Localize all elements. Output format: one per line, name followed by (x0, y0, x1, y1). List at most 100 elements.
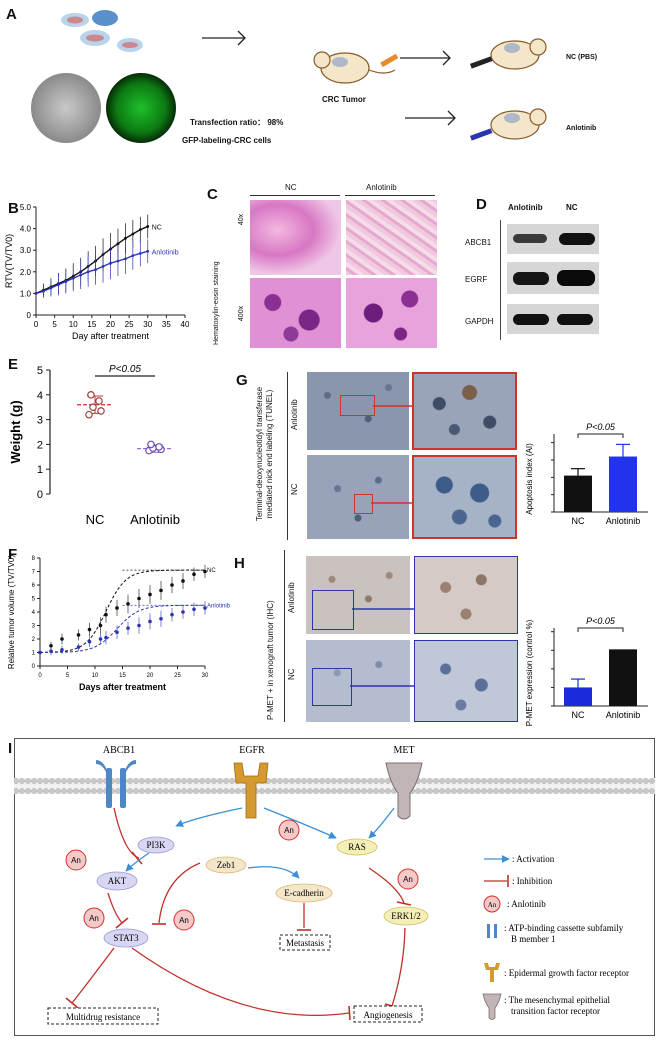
data-point (87, 639, 92, 644)
outcome-angiogenesis: Angiogenesis (353, 1005, 423, 1023)
membrane-lipid (523, 788, 529, 794)
membrane-lipid (187, 778, 193, 784)
membrane-lipid (421, 788, 427, 794)
data-point (192, 572, 196, 576)
pathway-frame (14, 738, 655, 1036)
membrane-lipid (415, 788, 421, 794)
membrane-lipid (505, 778, 511, 784)
membrane-lipid (175, 788, 181, 794)
he-image-anlotinib-400x (346, 278, 437, 348)
data-point (203, 606, 207, 610)
anlotinib-icon (397, 868, 419, 890)
membrane-lipid (79, 788, 85, 794)
y-tick-label: 3 (37, 415, 43, 427)
membrane-lipid (643, 778, 649, 784)
membrane-lipid (175, 778, 181, 784)
wb-row-abcb1: ABCB1 (465, 238, 492, 247)
data-point (98, 637, 103, 641)
data-point (126, 602, 130, 606)
membrane-lipid (157, 778, 163, 784)
bar-nc (564, 475, 592, 512)
svg-text:An: An (488, 901, 497, 909)
x-tick-label: 5 (66, 673, 70, 679)
chart-h: P-MET expression (control %) NC Anlotinib P… (525, 616, 648, 726)
y-tick-label: 6 (32, 583, 36, 589)
data-point (60, 648, 64, 652)
nc-pbs-label: NC (PBS) (566, 54, 598, 61)
data-point (124, 257, 127, 261)
svg-text:STAT3: STAT3 (113, 933, 139, 943)
data-point (97, 407, 105, 415)
data-point (137, 623, 141, 628)
membrane-lipid (349, 778, 355, 784)
data-point (104, 635, 108, 640)
data-point (60, 637, 64, 641)
panel-label-g: G (236, 372, 248, 389)
node-stat3: STAT3 (103, 928, 149, 948)
legend-met: : The mesenchymal epithelial transition f… (504, 995, 611, 1016)
membrane-lipid (43, 778, 49, 784)
membrane-lipid (613, 778, 619, 784)
membrane-lipid (511, 788, 517, 794)
data-point (159, 588, 163, 593)
membrane-lipid (55, 788, 61, 794)
membrane-lipid (115, 788, 121, 794)
membrane-lipid (607, 788, 613, 794)
membrane-lipid (529, 778, 535, 784)
data-point (138, 228, 142, 232)
panel-label-c: C (207, 186, 218, 203)
y-tick-label: 4 (32, 610, 36, 616)
membrane-lipid (559, 788, 565, 794)
membrane-lipid (223, 788, 229, 794)
membrane-lipid (295, 788, 301, 794)
wb-row-egrf: EGRF (465, 275, 488, 284)
membrane-lipid (301, 788, 307, 794)
membrane-lipid (355, 778, 361, 784)
y-tick-label: 2 (32, 637, 36, 643)
brightfield-image (31, 73, 101, 143)
membrane-lipid (505, 788, 511, 794)
membrane-lipid (229, 778, 235, 784)
membrane-lipid (139, 788, 145, 794)
anlotinib-icon-label: An (71, 856, 81, 865)
chart-e: 0 1 2 3 4 5 Weight (g) NC Anlotinib P<0.05 (8, 364, 180, 527)
abcb1-receptor-icon (96, 760, 136, 808)
membrane-lipid (373, 778, 379, 784)
membrane-lipid (163, 778, 169, 784)
membrane-lipid (14, 788, 19, 794)
he-image-nc-40x (250, 200, 341, 275)
membrane-lipid (439, 778, 445, 784)
y-tick-label: 0 (32, 664, 36, 670)
outcome-metastasis: Metastasis (279, 934, 331, 951)
ihc-image-nc (306, 640, 410, 722)
x-tick-label: 10 (92, 673, 99, 679)
anlotinib-icon-label: An (89, 914, 99, 923)
svg-text:Zeb1: Zeb1 (217, 860, 236, 870)
gfp-fluorescence-image (106, 73, 176, 143)
membrane-lipid (265, 788, 271, 794)
membrane-lipid (619, 788, 625, 794)
membrane-lipid (511, 778, 517, 784)
svg-text:Angiogenesis: Angiogenesis (364, 1010, 413, 1020)
y-tick-label: 5.0 (20, 203, 32, 212)
membrane-lipid (571, 788, 577, 794)
tunel-image-nc-zoom (412, 455, 517, 539)
ihc-image-anlotinib-zoom (414, 556, 518, 634)
membrane-lipid (385, 788, 391, 794)
wb-blot-egrf (507, 262, 599, 294)
legend-met-icon (482, 993, 502, 1020)
membrane-lipid (151, 788, 157, 794)
membrane-lipid (151, 778, 157, 784)
membrane-lipid (19, 778, 25, 784)
x-tick-label: 25 (125, 320, 134, 329)
panel-a-illustration (31, 10, 547, 143)
membrane-lipid (427, 788, 433, 794)
data-point (131, 232, 135, 236)
y-axis-label: Weight (g) (8, 400, 23, 463)
svg-text:PI3K: PI3K (146, 840, 166, 850)
significance-bracket (577, 627, 624, 632)
membrane-lipid (373, 788, 379, 794)
membrane-lipid (463, 778, 469, 784)
chart-b: 0 5 10 15 20 25 30 35 40 0 1.0 2.0 3.0 4.0 5.0 Day afte… (4, 203, 190, 341)
